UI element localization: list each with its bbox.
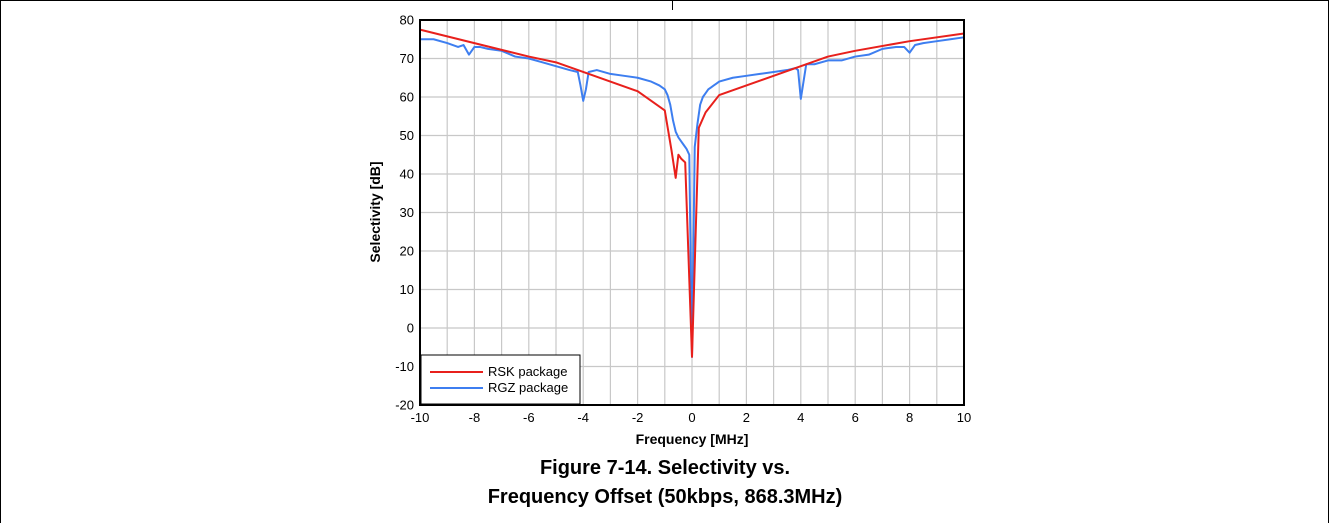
y-tick-label: 10 — [400, 282, 414, 297]
y-tick-label: 30 — [400, 205, 414, 220]
figure-caption-line-1: Figure 7-14. Selectivity vs. — [539, 457, 791, 479]
y-tick-labels: -20 -10 0 10 20 30 40 50 60 70 80 — [395, 13, 414, 413]
plot-area-border — [419, 19, 965, 406]
x-tick-label: -6 — [523, 410, 535, 425]
x-tick-labels: -10 -8 -6 -4 -2 0 2 4 6 8 10 — [411, 410, 972, 425]
x-tick-label: 4 — [797, 410, 804, 425]
x-tick-label: 8 — [906, 410, 913, 425]
x-tick-label: -2 — [632, 410, 644, 425]
figure-caption-line-2: Frequency Offset (50kbps, 868.3MHz) — [487, 486, 843, 508]
y-tick-label: 0 — [407, 321, 414, 336]
x-tick-label: 10 — [957, 410, 971, 425]
y-tick-label: -10 — [395, 359, 414, 374]
x-tick-label: 2 — [743, 410, 750, 425]
series-line-rgz — [420, 36, 965, 358]
y-tick-label: 80 — [400, 13, 414, 28]
y-axis-title: Selectivity [dB] — [367, 161, 383, 262]
legend-label-rsk: RSK package — [488, 364, 568, 379]
y-tick-label: -20 — [395, 398, 414, 413]
selectivity-chart: -10 -8 -6 -4 -2 0 2 4 6 8 10 -20-10010203040506070… — [367, 13, 972, 448]
x-tick-label: -10 — [411, 410, 430, 425]
x-tick-label: 6 — [852, 410, 859, 425]
y-tick-label: 40 — [400, 167, 414, 182]
frame-divider — [672, 0, 673, 10]
series-line-rsk — [419, 28, 965, 358]
y-tick-label: 20 — [400, 244, 414, 259]
y-tick-label: 70 — [400, 51, 414, 66]
y-tick-label: 60 — [400, 90, 414, 105]
y-tick-label: 50 — [400, 128, 414, 143]
figure-caption: Figure 7-14. Selectivity vs. Frequency O… — [0, 454, 1330, 512]
legend-label-rgz: RGZ package — [488, 380, 568, 395]
x-axis-title: Frequency [MHz] — [636, 431, 749, 447]
legend-box — [420, 354, 581, 405]
chart-series — [419, 28, 965, 358]
x-tick-label: -4 — [577, 410, 589, 425]
chart-legend: RSK package RGZ package — [420, 354, 581, 405]
x-tick-label: 0 — [688, 410, 695, 425]
x-tick-label: -8 — [469, 410, 481, 425]
